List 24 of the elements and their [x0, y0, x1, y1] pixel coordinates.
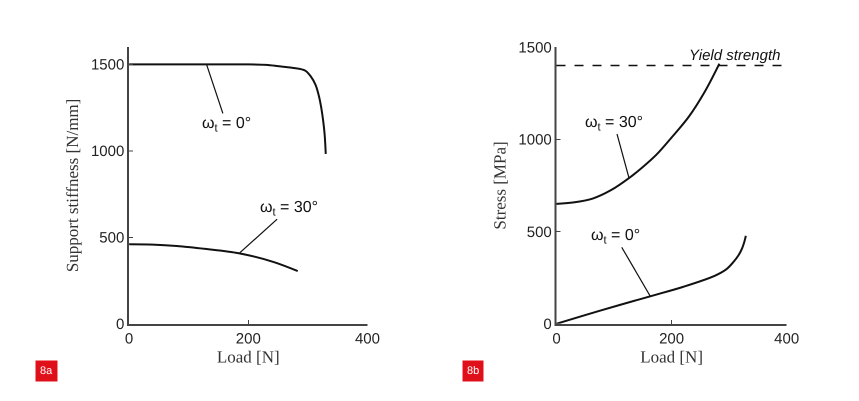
x-tick-label: 200 [659, 330, 684, 348]
annotation: ω$_{t}$ = 30° [260, 199, 318, 218]
text: 8b [467, 365, 480, 377]
y-tick-label: 0 [116, 316, 124, 334]
y-axis-title: Stress [MPa] [490, 141, 510, 230]
x-axis-title: Load [N] [640, 348, 703, 367]
y-tick-label: 0 [543, 316, 552, 334]
ref-line-label: Yield strength [689, 47, 780, 64]
annotation: ω$_{t}$ = 30° [585, 114, 644, 134]
x-tick-label: 200 [236, 330, 261, 348]
text: 8a [40, 365, 54, 377]
y-tick-label: 1500 [518, 39, 552, 56]
x-tick-label: 400 [354, 330, 380, 348]
x-axis-title: Load [N] [216, 348, 280, 367]
y-tick-label: 1500 [90, 56, 124, 74]
x-tick-label: 400 [774, 330, 800, 348]
y-tick-label: 500 [99, 230, 124, 247]
annotation: ω$_{t}$ = 0° [202, 115, 252, 134]
annotation: ω$_{t}$ = 0° [591, 227, 640, 246]
y-tick-label: 1000 [518, 132, 552, 149]
y-tick-label: 500 [526, 224, 552, 241]
y-tick-label: 1000 [90, 143, 124, 160]
line-series [129, 63, 327, 155]
y-axis-title: Support stiffness [N/mm] [63, 98, 82, 272]
